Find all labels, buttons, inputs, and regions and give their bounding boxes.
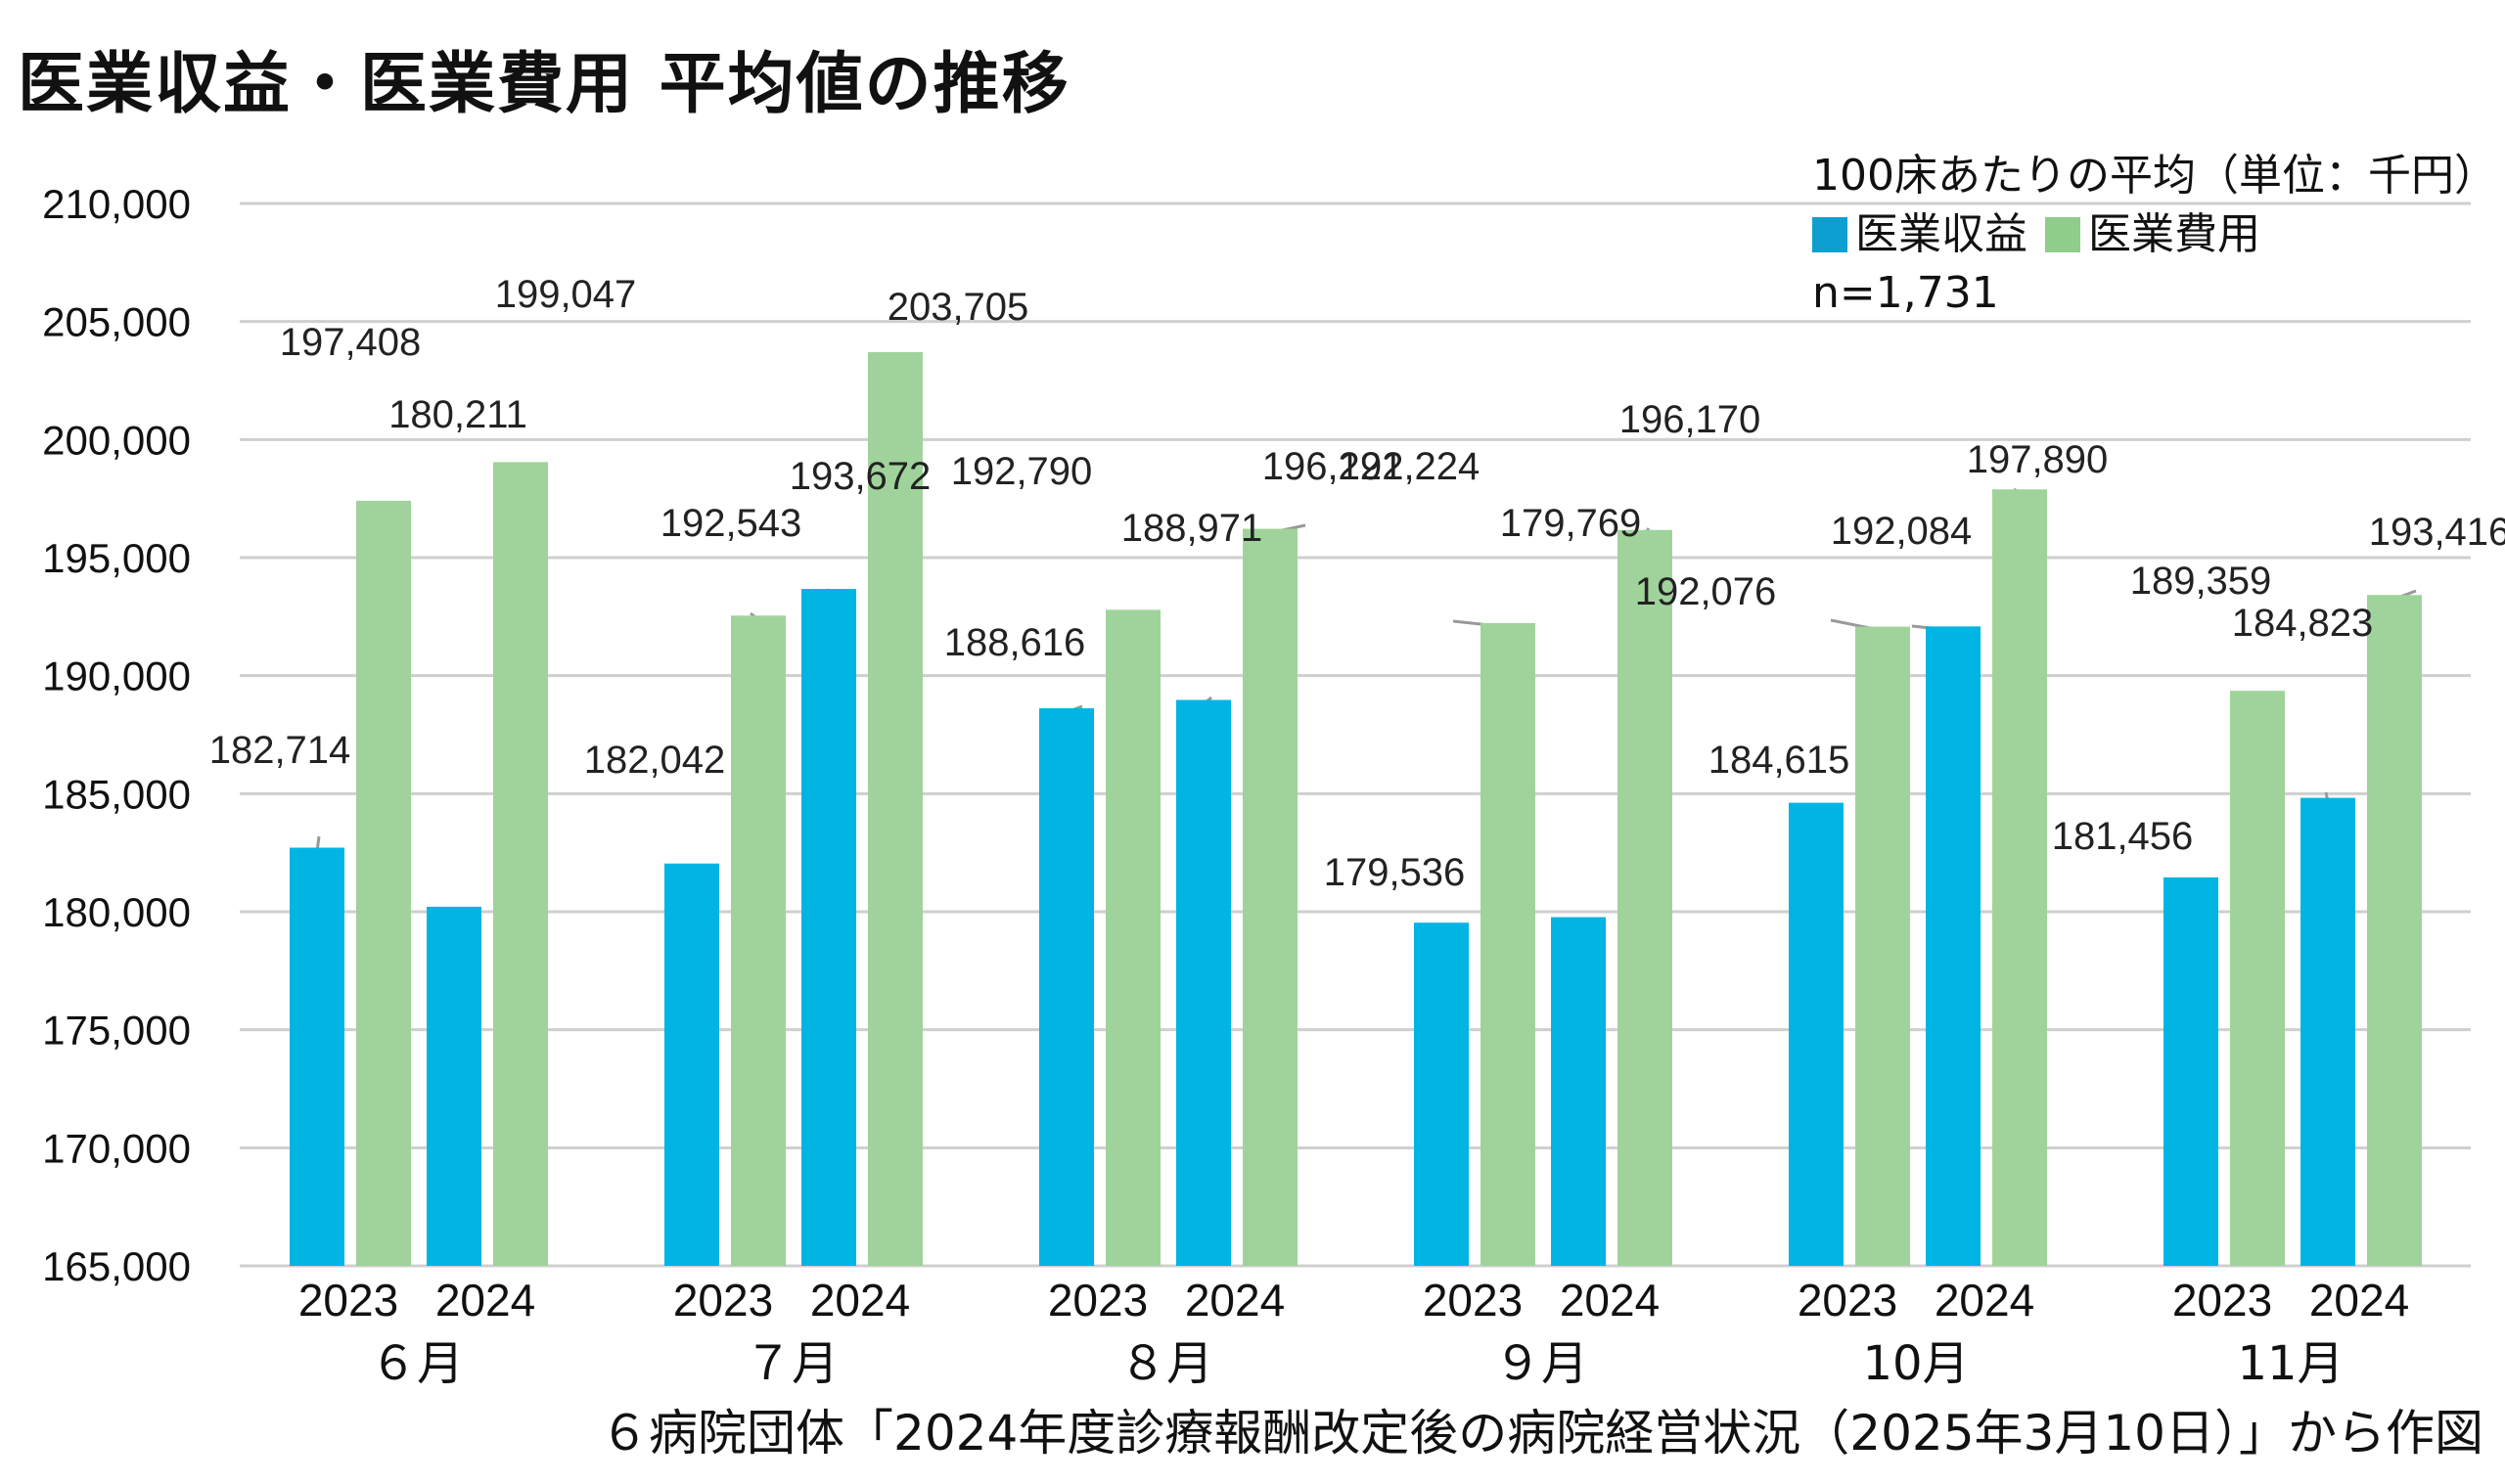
legend-revenue-swatch bbox=[1812, 217, 1847, 252]
data-label: 192,790 bbox=[951, 450, 1093, 493]
data-label: 192,543 bbox=[660, 502, 802, 545]
y-tick-label: 175,000 bbox=[42, 1008, 191, 1054]
bar-cost-2023 bbox=[1855, 626, 1910, 1266]
data-label: 182,714 bbox=[209, 729, 351, 772]
bar-revenue-2024 bbox=[2300, 797, 2355, 1266]
source-note: ６病院団体「2024年度診療報酬改定後の病院経営状況（2025年3月10日）」か… bbox=[600, 1405, 2483, 1462]
legend: 100床あたりの平均（単位：千円） 医業収益 医業費用 n=1,731 bbox=[1812, 147, 2497, 323]
data-label: 188,616 bbox=[944, 621, 1086, 664]
x-tick-month: ８月 bbox=[1119, 1336, 1213, 1391]
bar-revenue-2024 bbox=[801, 589, 856, 1266]
bar-cost-2024 bbox=[1617, 529, 1672, 1266]
y-tick-label: 190,000 bbox=[42, 653, 191, 699]
data-label: 189,359 bbox=[2130, 560, 2272, 603]
legend-revenue-label: 医業収益 bbox=[1855, 209, 2027, 259]
bar-cost-2023 bbox=[2230, 691, 2285, 1266]
bar-revenue-2024 bbox=[1551, 917, 1606, 1266]
bar-revenue-2023 bbox=[1789, 802, 1844, 1266]
x-tick-year-2023: 2023 bbox=[1048, 1275, 1148, 1326]
data-label: 184,823 bbox=[2232, 602, 2374, 645]
y-axis-tick-labels: 165,000 170,000 175,000 180,000 185,000 190,0… bbox=[42, 181, 191, 1289]
y-tick-label: 185,000 bbox=[42, 771, 191, 817]
bar-cost-2023 bbox=[1480, 622, 1535, 1266]
data-label: 179,769 bbox=[1500, 502, 1642, 545]
data-label: 193,416 bbox=[2369, 511, 2505, 554]
data-label: 199,047 bbox=[495, 273, 637, 316]
x-tick-year-2024: 2024 bbox=[810, 1275, 910, 1326]
data-label: 192,084 bbox=[1831, 510, 1973, 553]
data-label: 192,224 bbox=[1339, 445, 1480, 488]
bar-cost-2024 bbox=[493, 462, 548, 1266]
x-tick-year-2023: 2023 bbox=[298, 1275, 398, 1326]
bar-revenue-2023 bbox=[2163, 877, 2218, 1266]
data-label: 197,890 bbox=[1967, 438, 2109, 481]
data-label: 192,076 bbox=[1635, 570, 1777, 613]
data-label: 179,536 bbox=[1324, 851, 1466, 894]
x-tick-year-2023: 2023 bbox=[2172, 1275, 2272, 1326]
bar-revenue-2023 bbox=[290, 847, 344, 1266]
data-labels: 182,714 197,408 180,211 199,047 182,042 192,5… bbox=[209, 273, 2505, 894]
bar-revenue-2023 bbox=[664, 863, 719, 1266]
bar-cost-2024 bbox=[2367, 595, 2422, 1266]
bar-cost-2024 bbox=[868, 351, 923, 1267]
legend-series: 医業収益 医業費用 bbox=[1812, 205, 2497, 264]
data-label: 184,615 bbox=[1708, 739, 1850, 782]
legend-cost-label: 医業費用 bbox=[2088, 209, 2260, 259]
x-tick-month: ７月 bbox=[745, 1336, 839, 1391]
bar-cost-2024 bbox=[1992, 489, 2047, 1267]
x-tick-year-2023: 2023 bbox=[1798, 1275, 1897, 1326]
chart-title: 医業収益・医業費用 平均値の推移 bbox=[18, 46, 1070, 123]
y-tick-label: 165,000 bbox=[42, 1243, 191, 1289]
y-tick-label: 205,000 bbox=[42, 299, 191, 345]
data-label: 181,456 bbox=[2052, 815, 2194, 858]
bar-revenue-2024 bbox=[1926, 626, 1981, 1266]
bars bbox=[290, 351, 2422, 1267]
y-tick-label: 195,000 bbox=[42, 535, 191, 581]
bar-revenue-2023 bbox=[1039, 708, 1094, 1266]
x-tick-month: 10月 bbox=[1862, 1336, 1969, 1391]
legend-cost-swatch bbox=[2045, 217, 2080, 252]
legend-sample-size: n=1,731 bbox=[1812, 268, 1999, 318]
y-tick-label: 170,000 bbox=[42, 1125, 191, 1171]
y-tick-label: 210,000 bbox=[42, 181, 191, 227]
bar-revenue-2023 bbox=[1414, 922, 1469, 1266]
bar-cost-2023 bbox=[731, 615, 786, 1266]
data-label: 203,705 bbox=[888, 286, 1029, 329]
legend-note: 100床あたりの平均（単位：千円） bbox=[1812, 151, 2497, 201]
x-tick-year-2024: 2024 bbox=[2309, 1275, 2409, 1326]
x-tick-year-2023: 2023 bbox=[673, 1275, 773, 1326]
bar-cost-2023 bbox=[1106, 609, 1161, 1266]
x-tick-month: ６月 bbox=[370, 1336, 464, 1391]
data-label: 182,042 bbox=[584, 739, 726, 782]
data-label: 180,211 bbox=[388, 393, 527, 436]
y-tick-label: 180,000 bbox=[42, 889, 191, 935]
x-tick-year-2024: 2024 bbox=[435, 1275, 535, 1326]
x-tick-month: ９月 bbox=[1494, 1336, 1588, 1391]
grid-lines bbox=[240, 202, 2471, 1268]
data-label: 193,672 bbox=[790, 455, 932, 498]
y-tick-label: 200,000 bbox=[42, 417, 191, 463]
x-tick-month: 11月 bbox=[2237, 1336, 2344, 1391]
data-label: 196,221 bbox=[1262, 445, 1404, 488]
x-tick-year-2024: 2024 bbox=[1560, 1275, 1660, 1326]
data-label: 188,971 bbox=[1121, 507, 1263, 550]
bar-cost-2023 bbox=[356, 500, 411, 1266]
x-axis-labels: 2023 2024 ６月 2023 2024 ７月 2023 2024 ８月 2023 2024 ９月… bbox=[298, 1275, 2409, 1391]
bar-revenue-2024 bbox=[427, 906, 481, 1266]
x-tick-year-2023: 2023 bbox=[1423, 1275, 1523, 1326]
data-label: 197,408 bbox=[280, 321, 422, 364]
x-tick-year-2024: 2024 bbox=[1935, 1275, 2034, 1326]
bar-revenue-2024 bbox=[1176, 699, 1231, 1266]
x-tick-year-2024: 2024 bbox=[1185, 1275, 1285, 1326]
data-label: 196,170 bbox=[1619, 398, 1761, 441]
bar-cost-2024 bbox=[1243, 528, 1298, 1266]
